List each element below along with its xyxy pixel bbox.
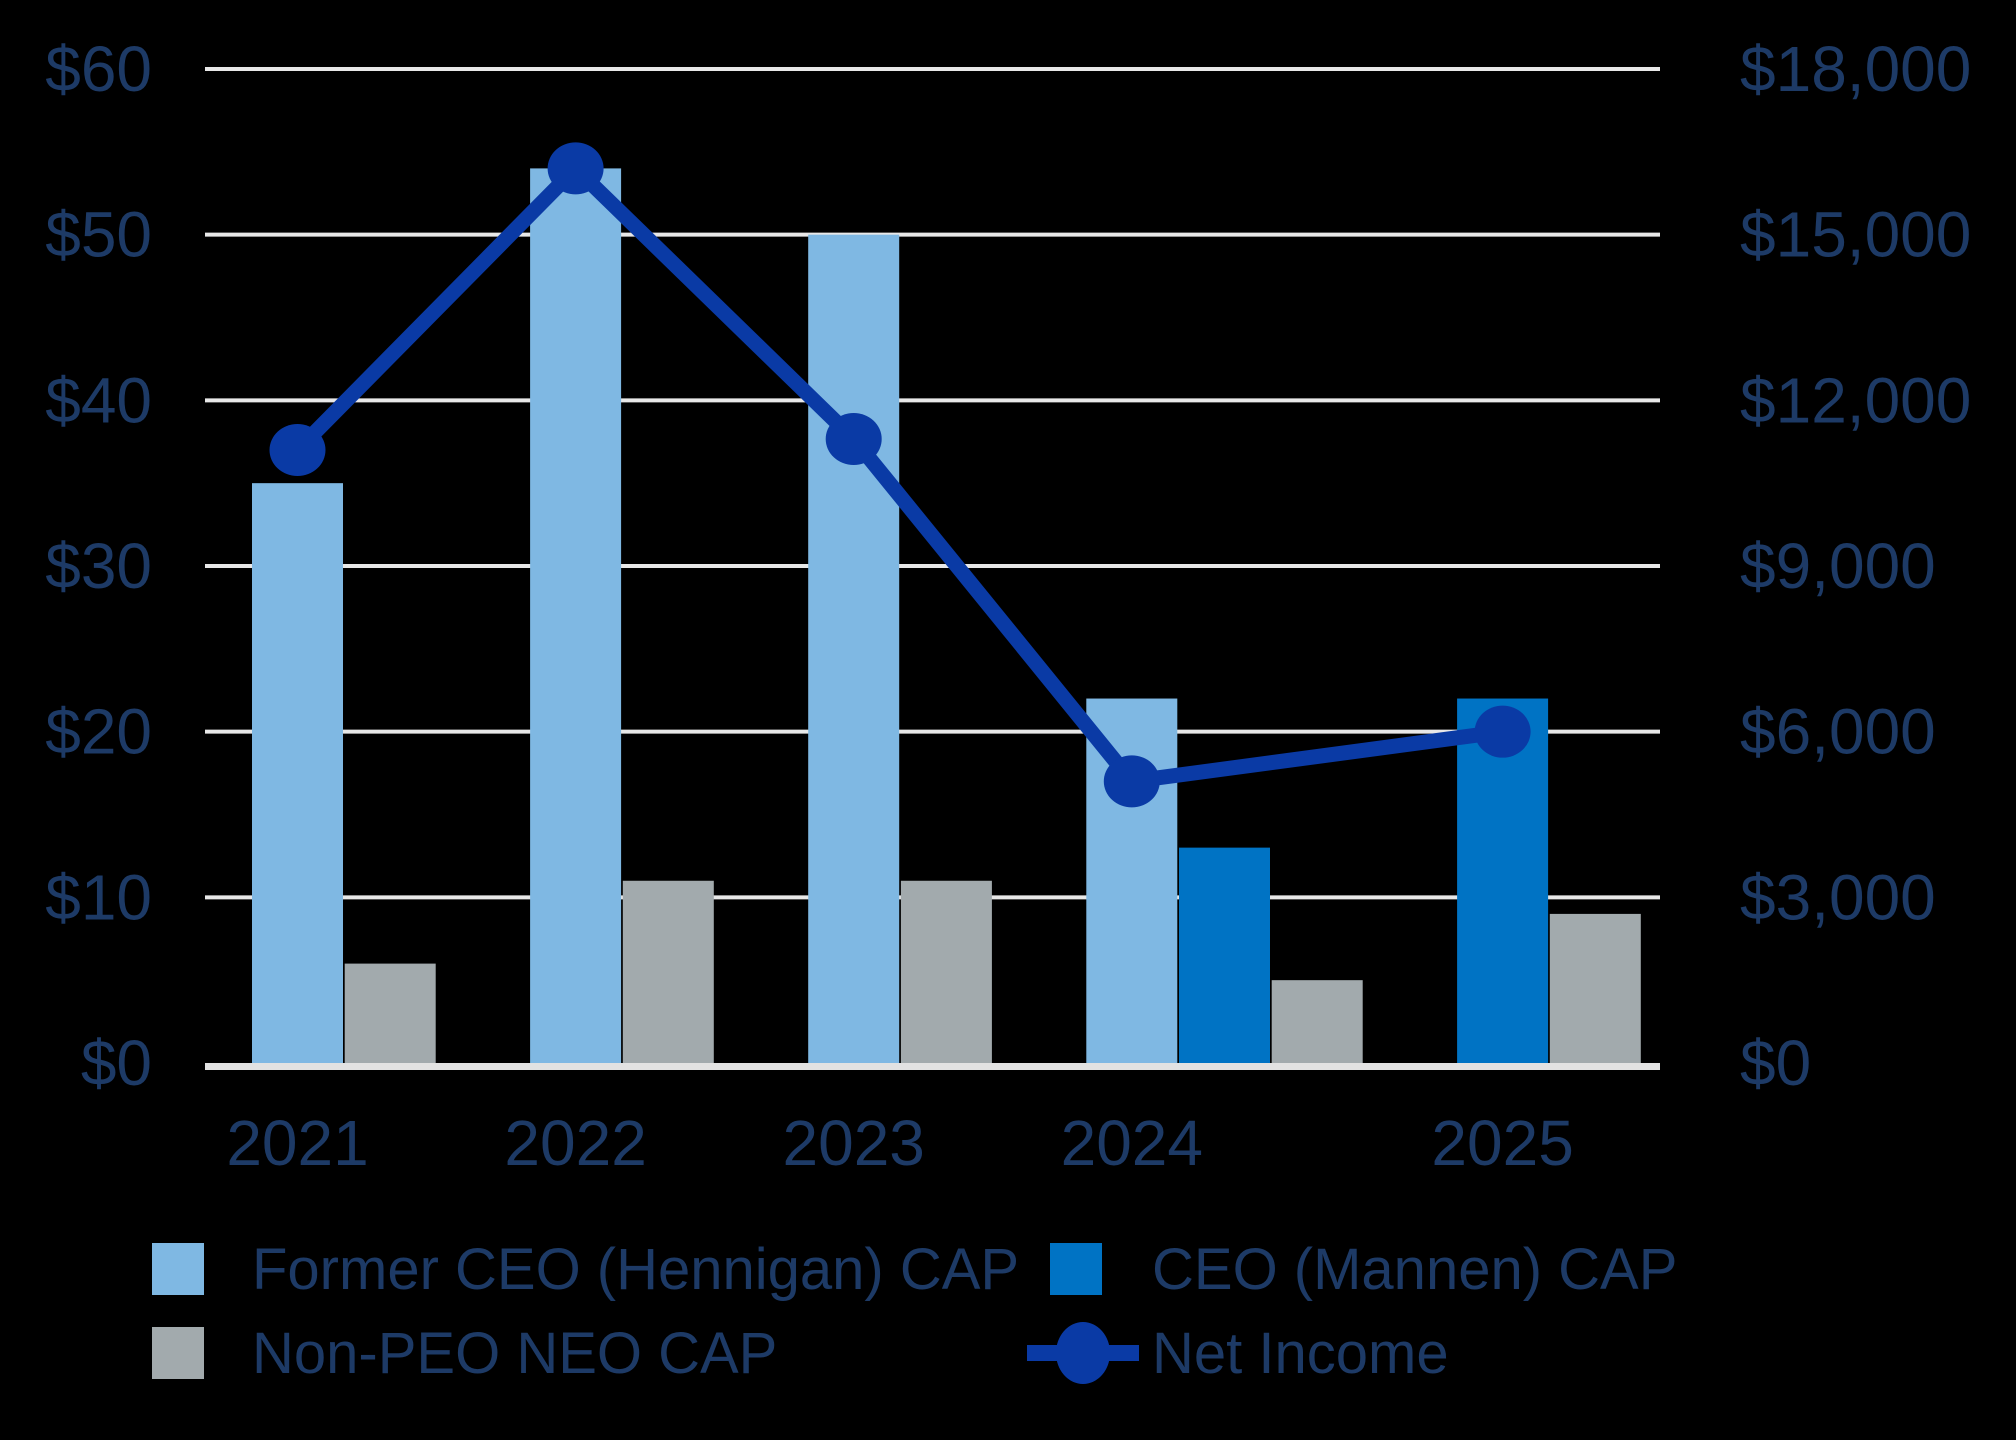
bar-non-peo-neo-cap-2023 — [900, 880, 992, 1063]
legend-item-non-peo-neo-cap: Non-PEO NEO CAP — [152, 1321, 777, 1386]
x-axis-label-2022: 2022 — [504, 1107, 646, 1179]
x-axis-label-2025: 2025 — [1431, 1107, 1573, 1179]
left-axis-tick-label-50: $50 — [45, 199, 152, 271]
bar-non-peo-neo-cap-2022 — [622, 880, 714, 1063]
bar-non-peo-neo-cap-2025 — [1549, 913, 1641, 1063]
legend-label-former-ceo-hennigan-cap: Former CEO (Hennigan) CAP — [252, 1237, 1019, 1302]
legend-label-non-peo-neo-cap: Non-PEO NEO CAP — [252, 1321, 777, 1386]
net-income-marker-2025 — [1474, 705, 1531, 758]
right-axis-tick-label-12-000: $12,000 — [1740, 364, 1971, 436]
net-income-marker-2023 — [825, 412, 882, 465]
legend-item-ceo-mannen-cap: CEO (Mannen) CAP — [1050, 1237, 1677, 1302]
net-income-marker-2024 — [1103, 755, 1160, 808]
legend-line-marker-icon — [1056, 1322, 1110, 1384]
left-axis-tick-label-30: $30 — [45, 530, 152, 602]
legend-swatch-ceo-mannen-cap-icon — [1050, 1243, 1102, 1295]
legend-label-ceo-mannen-cap: CEO (Mannen) CAP — [1152, 1237, 1677, 1302]
bar-non-peo-neo-cap-2024 — [1271, 980, 1363, 1063]
legend-swatch-non-peo-neo-cap-icon — [152, 1327, 204, 1379]
bar-ceo-mannen-cap-2024 — [1179, 847, 1270, 1063]
legend-swatch-former-ceo-hennigan-cap-icon — [152, 1243, 204, 1295]
x-axis-label-2024: 2024 — [1061, 1107, 1203, 1179]
x-axis-baseline — [205, 1063, 1660, 1070]
right-axis-tick-label-6-000: $6,000 — [1740, 696, 1936, 768]
right-axis-tick-label-9-000: $9,000 — [1740, 530, 1936, 602]
x-axis-label-2023: 2023 — [783, 1107, 925, 1179]
x-axis-label-2021: 2021 — [226, 1107, 368, 1179]
net-income-line — [290, 160, 1511, 789]
right-axis-tick-label-15-000: $15,000 — [1740, 199, 1971, 271]
bar-ceo-mannen-cap-2025 — [1457, 698, 1549, 1063]
right-axis-tick-label-0: $0 — [1740, 1027, 1811, 1099]
left-axis-tick-label-40: $40 — [45, 364, 152, 436]
legend-item-former-ceo-hennigan-cap: Former CEO (Hennigan) CAP — [152, 1237, 1019, 1302]
legend-item-net-income: Net Income — [1027, 1321, 1449, 1386]
bar-non-peo-neo-cap-2021 — [344, 963, 436, 1063]
bar-former-ceo-hennigan-cap-2021 — [252, 483, 343, 1064]
bar-former-ceo-hennigan-cap-2023 — [808, 234, 900, 1063]
left-axis-tick-label-10: $10 — [45, 861, 152, 933]
left-axis-tick-label-20: $20 — [45, 696, 152, 768]
left-axis-tick-label-60: $60 — [45, 33, 152, 105]
left-axis-tick-label-0: $0 — [81, 1027, 152, 1099]
bar-former-ceo-hennigan-cap-2022 — [530, 168, 622, 1063]
legend-label-net-income: Net Income — [1152, 1321, 1449, 1386]
net-income-marker-2021 — [269, 424, 326, 477]
right-axis-tick-label-3-000: $3,000 — [1740, 861, 1936, 933]
net-income-marker-2022 — [547, 142, 604, 195]
right-axis-tick-label-18-000: $18,000 — [1740, 33, 1971, 105]
